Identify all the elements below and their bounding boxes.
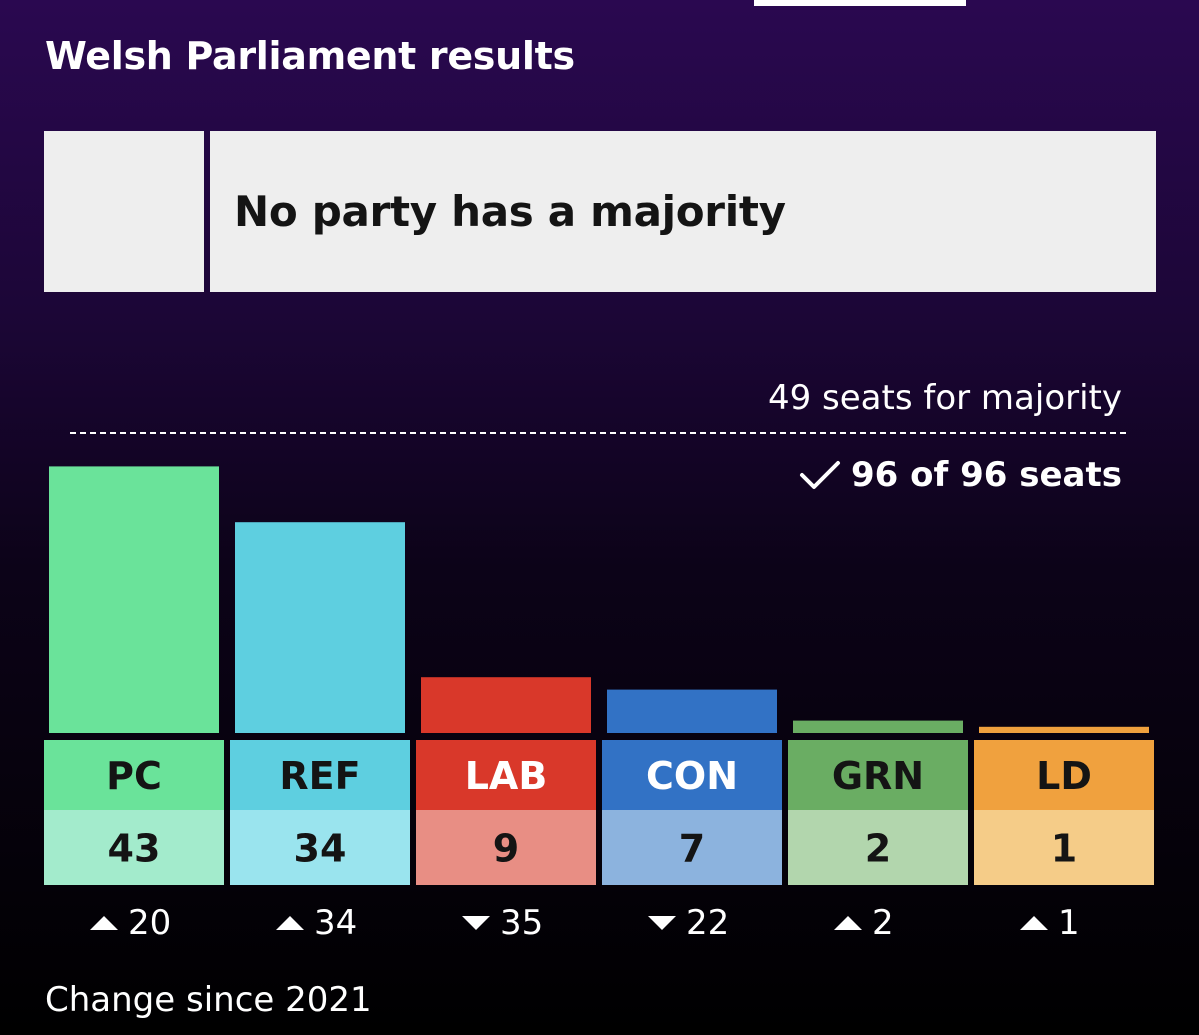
change-value-grn: 2	[872, 903, 894, 943]
seats-value-ld: 1	[1051, 827, 1077, 871]
bar-con	[607, 689, 777, 733]
bar-ld	[979, 726, 1149, 733]
up-arrow-icon-pc	[90, 916, 118, 930]
party-label-pc: PC	[106, 754, 162, 798]
down-arrow-icon-con	[648, 916, 676, 930]
change-value-ref: 34	[314, 903, 357, 943]
party-label-box-ld	[974, 740, 1154, 810]
seats-declared: 96 of 96 seats	[799, 455, 1122, 495]
bar-grn	[793, 720, 963, 733]
party-label-box-pc	[44, 740, 224, 810]
bar-ref	[235, 522, 405, 733]
party-label-grn: GRN	[832, 754, 924, 798]
status-text: No party has a majority	[234, 187, 786, 236]
party-label-ref: REF	[279, 754, 360, 798]
change-value-lab: 35	[500, 903, 543, 943]
seats-declared-text: 96 of 96 seats	[850, 455, 1122, 495]
majority-line	[70, 432, 1126, 434]
seats-value-grn: 2	[865, 827, 891, 871]
change-value-con: 22	[686, 903, 729, 943]
status-color-swatch	[44, 131, 204, 292]
seats-value-ref: 34	[294, 827, 347, 871]
seats-box-ld	[974, 810, 1154, 885]
change-value-pc: 20	[128, 903, 171, 943]
party-label-box-ref	[230, 740, 410, 810]
majority-status-card: No party has a majority	[44, 131, 1156, 292]
seats-value-con: 7	[679, 827, 705, 871]
seats-box-grn	[788, 810, 968, 885]
party-label-box-lab	[416, 740, 596, 810]
page-title: Welsh Parliament results	[45, 34, 575, 78]
up-arrow-icon-grn	[834, 916, 862, 930]
seats-value-lab: 9	[493, 827, 519, 871]
change-since-label: Change since 2021	[45, 980, 372, 1020]
top-tab-indicator	[754, 0, 966, 6]
party-label-ld: LD	[1036, 754, 1092, 798]
party-label-box-con	[602, 740, 782, 810]
seats-box-lab	[416, 810, 596, 885]
bar-lab	[421, 677, 591, 733]
party-label-box-grn	[788, 740, 968, 810]
party-label-con: CON	[646, 754, 738, 798]
up-arrow-icon-ref	[276, 916, 304, 930]
down-arrow-icon-lab	[462, 916, 490, 930]
seats-box-ref	[230, 810, 410, 885]
seats-box-pc	[44, 810, 224, 885]
seats-value-pc: 43	[108, 827, 161, 871]
seats-box-con	[602, 810, 782, 885]
bar-pc	[49, 466, 219, 733]
up-arrow-icon-ld	[1020, 916, 1048, 930]
status-text-box: No party has a majority	[210, 131, 1156, 292]
party-label-lab: LAB	[465, 754, 548, 798]
check-icon	[799, 461, 840, 489]
majority-label: 49 seats for majority	[767, 378, 1122, 418]
change-value-ld: 1	[1058, 903, 1080, 943]
